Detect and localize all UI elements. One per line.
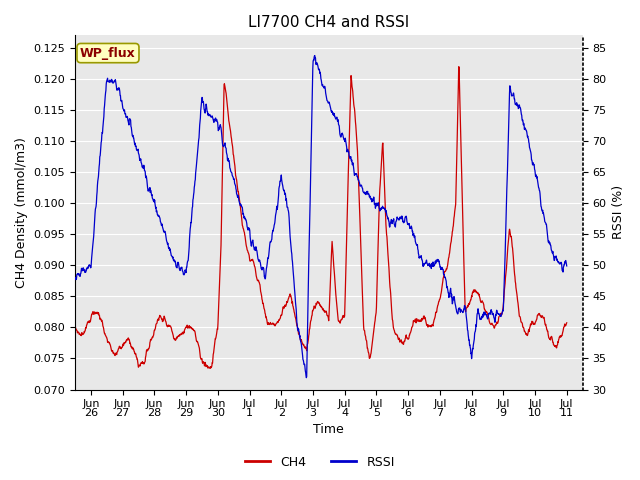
CH4 [115, 345, 123, 350]
X-axis label: Time: Time [314, 423, 344, 436]
RSSI [281, 191, 289, 196]
CH4 [271, 323, 278, 329]
RSSI [345, 148, 353, 154]
Title: LI7700 CH4 and RSSI: LI7700 CH4 and RSSI [248, 15, 410, 30]
CH4 [95, 310, 102, 315]
Text: WP_flux: WP_flux [80, 47, 136, 60]
RSSI [303, 375, 310, 381]
Y-axis label: RSSI (%): RSSI (%) [612, 185, 625, 240]
CH4 [344, 168, 352, 174]
Legend: CH4, RSSI: CH4, RSSI [240, 451, 400, 474]
RSSI [291, 282, 298, 288]
CH4 [282, 302, 289, 308]
CH4 [55, 326, 63, 332]
Line: CH4: CH4 [59, 67, 567, 368]
CH4 [455, 64, 463, 70]
RSSI [311, 53, 319, 59]
RSSI [563, 263, 571, 269]
RSSI [55, 273, 63, 279]
Y-axis label: CH4 Density (mmol/m3): CH4 Density (mmol/m3) [15, 137, 28, 288]
Line: RSSI: RSSI [59, 56, 567, 378]
RSSI [271, 221, 278, 227]
RSSI [115, 85, 123, 91]
CH4 [291, 310, 298, 316]
CH4 [563, 320, 571, 326]
CH4 [207, 365, 214, 371]
RSSI [95, 173, 102, 179]
